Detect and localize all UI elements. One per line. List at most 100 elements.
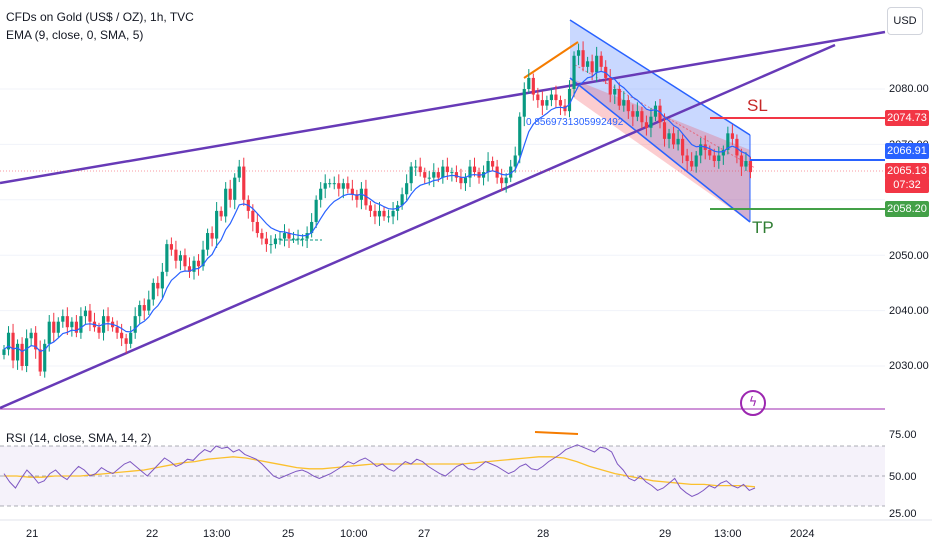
candle-body	[260, 233, 264, 239]
candle-body	[11, 332, 15, 361]
candle-body	[662, 122, 667, 139]
candle-body	[486, 161, 490, 173]
candle-body	[513, 155, 517, 167]
channel-bottom-line	[569, 77, 751, 223]
candle-body	[224, 188, 228, 217]
symbol-title: CFDs on Gold (US$ / OZ), 1h, TVC	[6, 10, 194, 24]
fib-value: 0.8569731305992492	[526, 117, 624, 128]
candle-body	[210, 233, 214, 239]
candle-body	[323, 183, 327, 189]
candle-body	[658, 105, 662, 123]
candle-body	[138, 305, 142, 317]
candle-body	[635, 111, 639, 117]
x-tick: 13:00	[203, 528, 231, 540]
candle-body	[129, 332, 133, 344]
candle-body	[147, 299, 151, 311]
candle-body	[391, 210, 395, 217]
y-tick: 2050.00	[889, 250, 929, 262]
divergence-line-price	[523, 41, 579, 79]
candle-body	[332, 183, 336, 185]
currency-button[interactable]: USD	[887, 7, 923, 35]
candle-body	[124, 338, 128, 344]
candle-body	[291, 238, 296, 240]
last-price-tag: 2065.13	[885, 163, 929, 179]
candle-body	[341, 183, 345, 189]
candle-body	[599, 55, 603, 67]
x-tick: 25	[282, 528, 295, 540]
candle-body	[25, 338, 29, 366]
alert-icon[interactable]: ϟ	[740, 390, 766, 416]
x-tick: 21	[26, 528, 39, 540]
candle-body	[282, 233, 287, 239]
candle-body	[133, 316, 137, 333]
candle-body	[355, 194, 359, 200]
candle-body	[418, 166, 422, 173]
candle-body	[74, 321, 78, 333]
candle-body	[337, 183, 341, 189]
candle-body	[165, 244, 169, 272]
candle-body	[590, 61, 594, 73]
candle-body	[29, 332, 33, 339]
ema-legend: EMA (9, close, 0, SMA, 5)	[6, 28, 144, 42]
candle-body	[264, 238, 268, 245]
y-tick: 2030.00	[889, 360, 929, 372]
candle-body	[595, 55, 599, 73]
candle-body	[255, 221, 259, 234]
x-tick: 13:00	[714, 528, 742, 540]
candle-body	[681, 138, 685, 156]
rsi-legend: RSI (14, close, SMA, 14, 2)	[6, 431, 152, 445]
candle-body	[56, 321, 60, 333]
candle-body	[242, 166, 246, 200]
rsi-ma-line	[4, 456, 756, 488]
candle-body	[2, 349, 6, 355]
candle-body	[649, 116, 653, 128]
candle-body	[178, 255, 183, 261]
candle-body	[115, 327, 119, 333]
candle-body	[667, 133, 671, 139]
upper-trendline	[0, 30, 886, 185]
candle-body	[328, 183, 332, 185]
candle-body	[540, 100, 544, 106]
price-grid	[0, 88, 932, 521]
candle-body	[509, 166, 513, 178]
y-tick: 2080.00	[889, 83, 929, 95]
candle-body	[310, 221, 314, 234]
x-tick: 27	[418, 528, 431, 540]
x-tick: 2024	[790, 528, 815, 540]
candle-body	[405, 183, 409, 195]
candle-body	[79, 316, 83, 333]
candle-body	[346, 183, 350, 189]
candle-body	[554, 94, 558, 101]
candle-body	[504, 177, 508, 184]
candle-body	[730, 133, 734, 139]
candle-body	[314, 199, 318, 222]
rsi-y-tick: 75.00	[889, 429, 917, 441]
candle-body	[34, 332, 38, 350]
candle-body	[712, 155, 716, 162]
tp-price-tag: 2058.20	[885, 201, 929, 217]
candle-body	[726, 133, 730, 150]
candle-body	[20, 343, 24, 366]
y-tick: 2040.00	[889, 305, 929, 317]
candle-body	[613, 89, 617, 95]
candle-body	[169, 244, 173, 250]
rsi-y-tick: 50.00	[889, 471, 917, 483]
candle-body	[721, 149, 725, 156]
candle-body	[65, 316, 69, 328]
tp-label: TP	[752, 218, 774, 237]
candle-body	[531, 77, 535, 95]
candle-body	[364, 188, 368, 206]
candle-body	[459, 177, 463, 184]
candle-body	[527, 77, 531, 89]
candle-body	[626, 100, 630, 112]
candle-body	[400, 194, 404, 206]
candle-body	[454, 172, 458, 178]
candle-body	[463, 177, 468, 184]
candle-body	[653, 105, 658, 117]
candle-body	[237, 166, 241, 178]
candle-body	[269, 244, 273, 246]
channel-top-line	[569, 19, 751, 136]
candle-body	[522, 89, 526, 117]
candle-body	[142, 305, 146, 311]
